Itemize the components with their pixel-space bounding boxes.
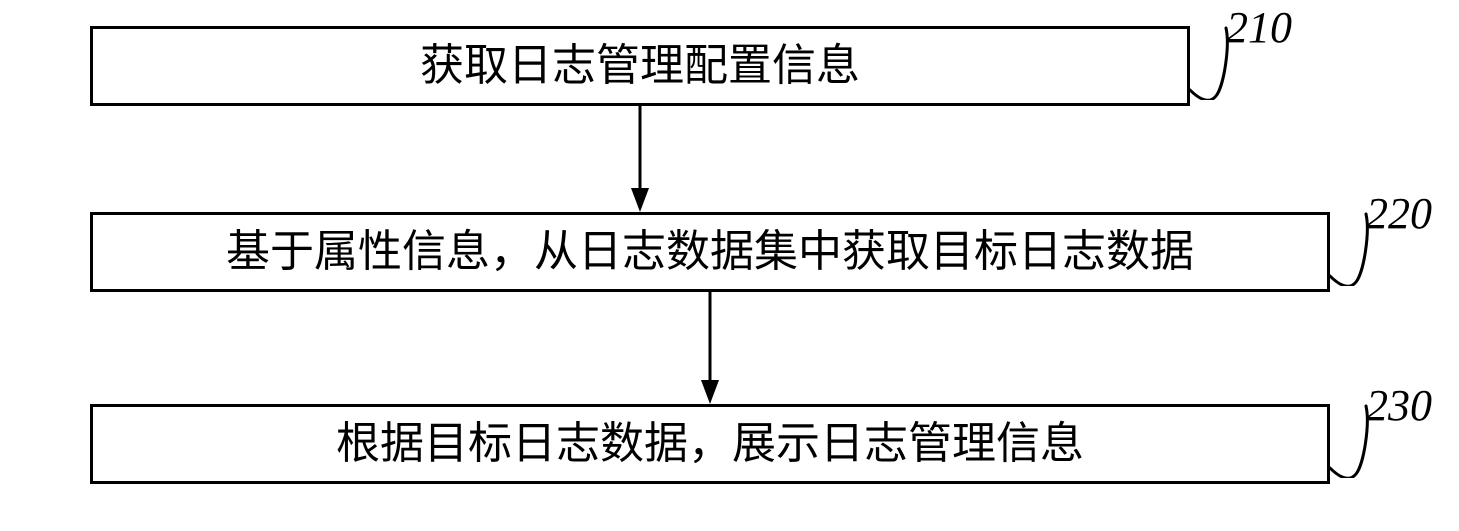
flow-node-label: 基于属性信息，从日志数据集中获取目标日志数据: [226, 228, 1194, 276]
flow-node-n3: 根据目标日志数据，展示日志管理信息: [90, 404, 1330, 484]
flow-arrow: [690, 292, 730, 404]
flow-node-n1: 获取日志管理配置信息: [90, 26, 1190, 106]
step-number: 230: [1366, 380, 1432, 431]
flow-node-label: 根据目标日志数据，展示日志管理信息: [336, 420, 1084, 468]
step-number: 210: [1226, 2, 1292, 53]
flow-node-label: 获取日志管理配置信息: [420, 42, 860, 90]
flow-node-n2: 基于属性信息，从日志数据集中获取目标日志数据: [90, 212, 1330, 292]
flow-arrow: [620, 106, 660, 212]
step-number: 220: [1366, 188, 1432, 239]
flowchart-root: 获取日志管理配置信息基于属性信息，从日志数据集中获取目标日志数据根据目标日志数据…: [0, 0, 1459, 531]
